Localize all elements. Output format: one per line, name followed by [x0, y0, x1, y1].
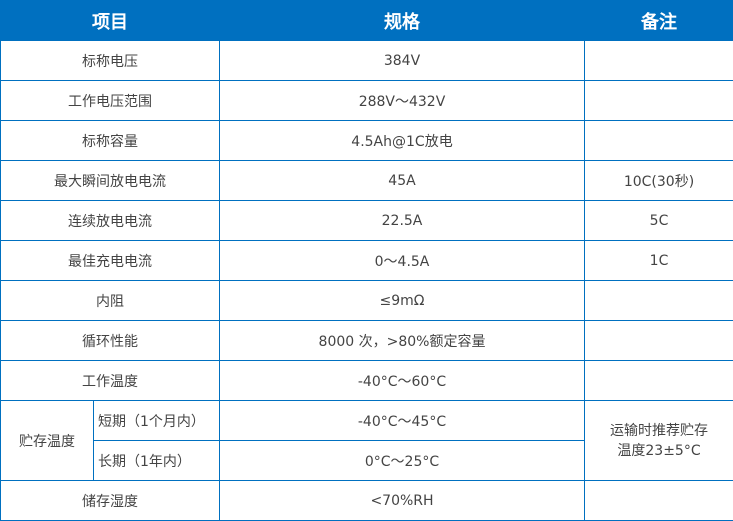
cell-note	[584, 80, 733, 121]
cell-note: 1C	[584, 240, 733, 281]
table-row: 储存湿度 <70%RH	[0, 480, 733, 521]
table-row: 标称容量 4.5Ah@1C放电	[0, 120, 733, 161]
header-item: 项目	[0, 0, 220, 41]
cell-note: 10C(30秒)	[584, 160, 733, 201]
table-row-storage-long: 长期（1年内） 0°C～25°C	[1, 440, 733, 481]
table-row: 工作温度 -40°C～60°C	[0, 360, 733, 401]
cell-spec: 4.5Ah@1C放电	[219, 120, 585, 161]
cell-note	[584, 320, 733, 361]
cell-storage-short-spec: -40°C～45°C	[219, 400, 585, 441]
cell-item: 内阻	[0, 280, 220, 321]
table-row: 最大瞬间放电电流 45A 10C(30秒)	[0, 160, 733, 201]
cell-storage-note: 运输时推荐贮存 温度23±5°C	[584, 400, 733, 481]
cell-spec: 384V	[219, 40, 585, 81]
cell-item: 工作电压范围	[0, 80, 220, 121]
cell-note	[584, 40, 733, 81]
cell-note	[584, 480, 733, 521]
table-row: 循环性能 8000 次，>80%额定容量	[0, 320, 733, 361]
cell-spec: -40°C～60°C	[219, 360, 585, 401]
cell-spec: 0～4.5A	[219, 240, 585, 281]
cell-item: 标称容量	[0, 120, 220, 161]
cell-item: 标称电压	[0, 40, 220, 81]
storage-note-line1: 运输时推荐贮存	[610, 422, 708, 439]
cell-spec: 288V～432V	[219, 80, 585, 121]
cell-item: 工作温度	[0, 360, 220, 401]
cell-item: 最佳充电电流	[0, 240, 220, 281]
table-row: 连续放电电流 22.5A 5C	[0, 200, 733, 241]
table-row: 最佳充电电流 0～4.5A 1C	[0, 240, 733, 281]
header-note: 备注	[584, 0, 733, 41]
cell-note: 5C	[584, 200, 733, 241]
cell-spec: 8000 次，>80%额定容量	[219, 320, 585, 361]
cell-storage-long-spec: 0°C～25°C	[219, 440, 585, 481]
cell-storage-item: 贮存温度	[0, 400, 94, 481]
cell-storage-long-label: 长期（1年内）	[93, 440, 220, 481]
header-spec: 规格	[219, 0, 585, 41]
cell-note	[584, 280, 733, 321]
cell-note	[584, 120, 733, 161]
cell-spec: 22.5A	[219, 200, 585, 241]
cell-item: 最大瞬间放电电流	[0, 160, 220, 201]
cell-note	[584, 360, 733, 401]
table-row: 工作电压范围 288V～432V	[0, 80, 733, 121]
table-header: 项目 规格 备注	[0, 0, 733, 41]
storage-note-line2: 温度23±5°C	[617, 442, 701, 459]
cell-item: 连续放电电流	[0, 200, 220, 241]
table-row-storage-short: 贮存温度 短期（1个月内） -40°C～45°C 运输时推荐贮存 温度23±5°C	[0, 400, 733, 481]
cell-spec: 45A	[219, 160, 585, 201]
cell-storage-short-label: 短期（1个月内）	[93, 400, 220, 441]
cell-spec: <70%RH	[219, 480, 585, 521]
cell-spec: ≤9mΩ	[219, 280, 585, 321]
cell-item: 储存湿度	[0, 480, 220, 521]
cell-item: 循环性能	[0, 320, 220, 361]
table-row: 标称电压 384V	[0, 40, 733, 81]
table-row: 内阻 ≤9mΩ	[0, 280, 733, 321]
